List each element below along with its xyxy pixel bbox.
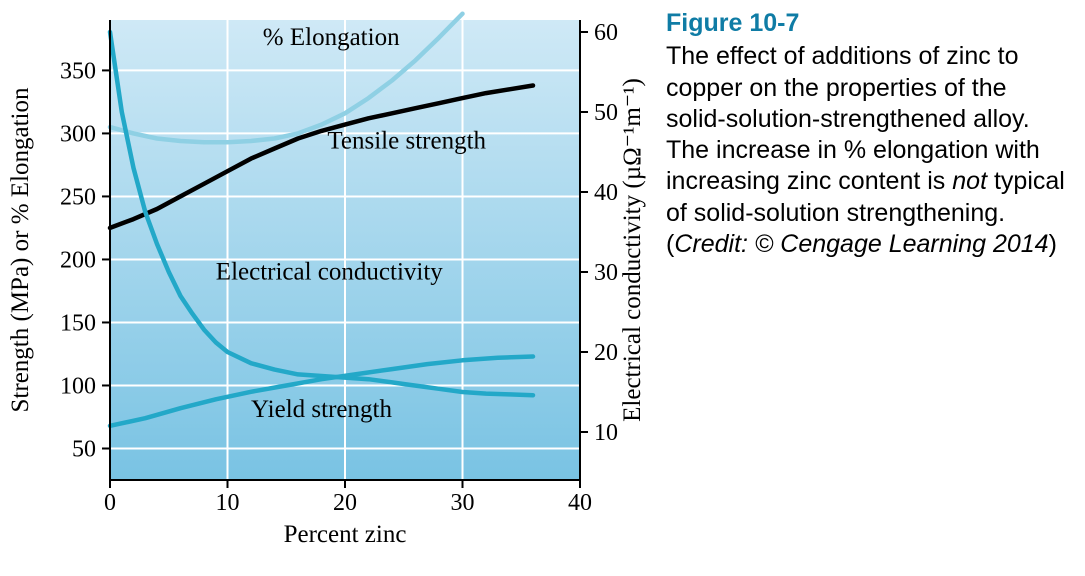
y-left-axis-label: Strength (MPa) or % Elongation — [7, 87, 34, 412]
label-elongation: % Elongation — [263, 24, 400, 51]
y-right-axis-label: Electrical conductivity (µΩ⁻¹m⁻¹) — [619, 78, 646, 422]
svg-text:0: 0 — [104, 490, 116, 516]
svg-text:30: 30 — [451, 490, 475, 516]
svg-text:60: 60 — [594, 20, 618, 46]
caption-credit: © Cengage Learning 2014 — [755, 230, 1049, 258]
svg-text:20: 20 — [333, 490, 357, 516]
svg-text:50: 50 — [594, 100, 618, 126]
svg-text:300: 300 — [60, 121, 96, 147]
svg-text:10: 10 — [594, 420, 618, 446]
svg-text:200: 200 — [60, 247, 96, 273]
svg-text:350: 350 — [60, 58, 96, 84]
svg-text:30: 30 — [594, 260, 618, 286]
svg-text:40: 40 — [568, 490, 592, 516]
svg-text:20: 20 — [594, 340, 618, 366]
svg-text:10: 10 — [216, 490, 240, 516]
caption-part3: ) — [1049, 230, 1057, 258]
figure-caption-text: The effect of additions of zinc to coppe… — [666, 41, 1065, 260]
chart-panel: % Elongation Tensile strength Electrical c… — [0, 0, 660, 576]
svg-text:50: 50 — [72, 436, 96, 462]
caption-not: not — [952, 167, 987, 195]
svg-text:250: 250 — [60, 184, 96, 210]
svg-text:40: 40 — [594, 180, 618, 206]
figure-caption: Figure 10-7 The effect of additions of z… — [660, 0, 1085, 576]
label-conductivity: Electrical conductivity — [216, 259, 443, 286]
chart-svg: % Elongation Tensile strength Electrical c… — [0, 0, 660, 576]
caption-credit-label: Credit: — [674, 230, 748, 258]
figure-title: Figure 10-7 — [666, 8, 1065, 39]
svg-text:150: 150 — [60, 310, 96, 336]
label-yield: Yield strength — [251, 396, 392, 423]
svg-text:100: 100 — [60, 373, 96, 399]
label-tensile: Tensile strength — [327, 128, 486, 155]
x-axis-label: Percent zinc — [284, 521, 407, 548]
